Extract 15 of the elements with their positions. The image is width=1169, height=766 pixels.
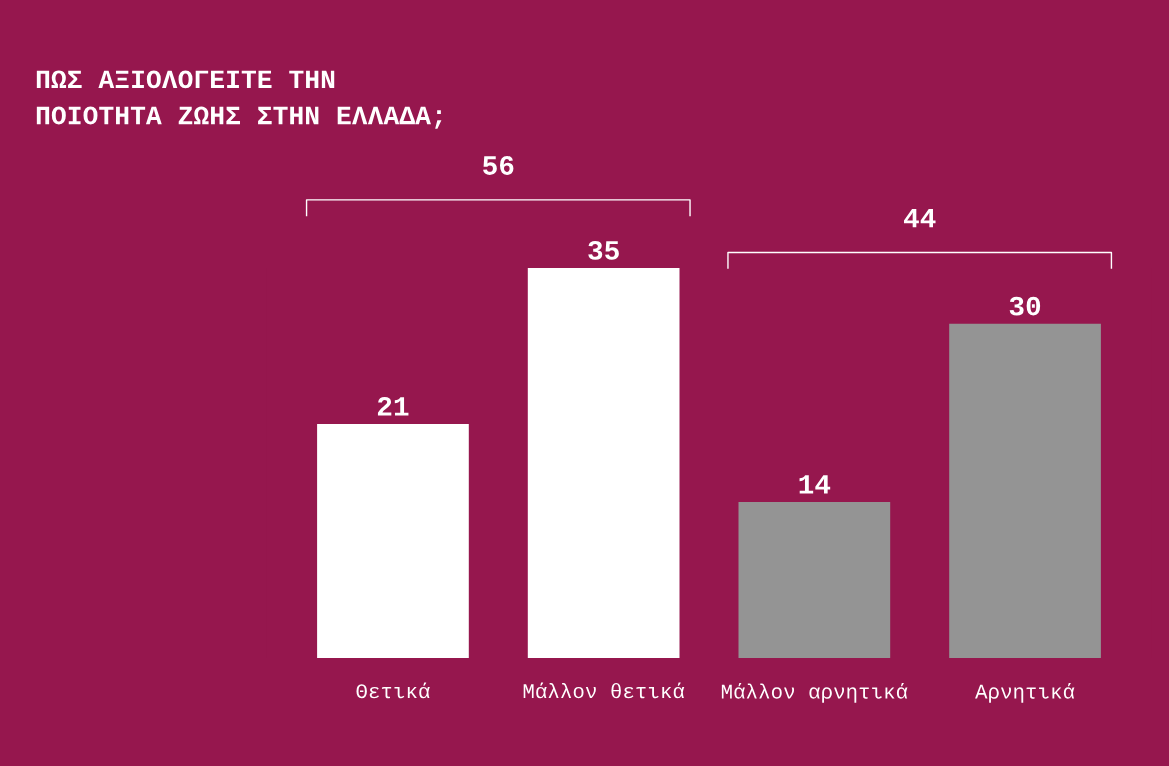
x-tick-label: Θετικά [356, 682, 430, 699]
bar [317, 424, 469, 658]
bar [527, 268, 680, 658]
data-label: 35 [588, 240, 619, 260]
bar [949, 323, 1101, 658]
chart-title: ΠΩΣ ΑΞΙΟΛΟΓΕΙΤΕ ΤΗΝ ΠΟΙΟΤΗΤΑ ΖΩΗΣ ΣΤΗΝ ΕΛΛΑΔΑ; [36, 70, 442, 129]
data-label: 30 [1009, 296, 1041, 316]
data-label: 21 [377, 396, 409, 416]
x-tick-label: Μάλλον αρνητικά [721, 682, 908, 703]
text: 44 [903, 208, 936, 228]
bar [738, 502, 891, 658]
x-tick-label: Αρνητικά [975, 682, 1075, 703]
x-tick-label: Μάλλον θετικά [523, 682, 685, 699]
data-label: 14 [799, 475, 831, 494]
text: 56 [483, 156, 514, 175]
